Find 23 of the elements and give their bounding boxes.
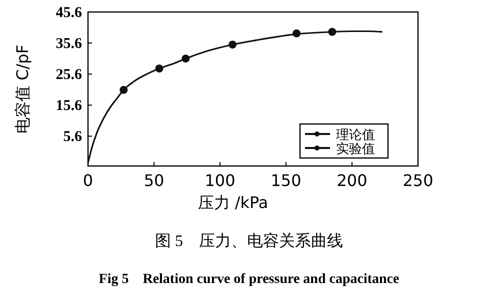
x-tick-label: 100 (204, 171, 236, 190)
legend-label: 理论值 (336, 128, 375, 143)
point (328, 28, 336, 36)
y-tick-label: 25.6 (56, 67, 82, 84)
text: 图 5 压力、电容关系曲线 (155, 232, 343, 250)
x-tick-label: 200 (336, 171, 368, 190)
text: Fig 5 Relation curve of pressure and capacitance (98, 272, 400, 287)
legend-label: 实验值 (336, 142, 375, 157)
y-tick-label: 5.6 (63, 129, 82, 146)
point (155, 64, 164, 73)
y-tick-label: 15.6 (56, 98, 82, 114)
y-tick-label: 45.6 (56, 5, 82, 21)
point (228, 40, 237, 49)
point (120, 86, 128, 94)
point (182, 54, 190, 63)
point (292, 29, 301, 38)
x-tick-label: 0 (82, 171, 94, 190)
x-tick-label: 150 (270, 171, 302, 190)
x-axis-title: 压力 /kPa (198, 193, 268, 212)
x-tick-label: 250 (402, 171, 434, 190)
y-tick-label: 35.6 (56, 36, 82, 52)
x-tick-label: 50 (144, 171, 164, 190)
y-axis-title: 电容值 C/pF (13, 44, 32, 134)
